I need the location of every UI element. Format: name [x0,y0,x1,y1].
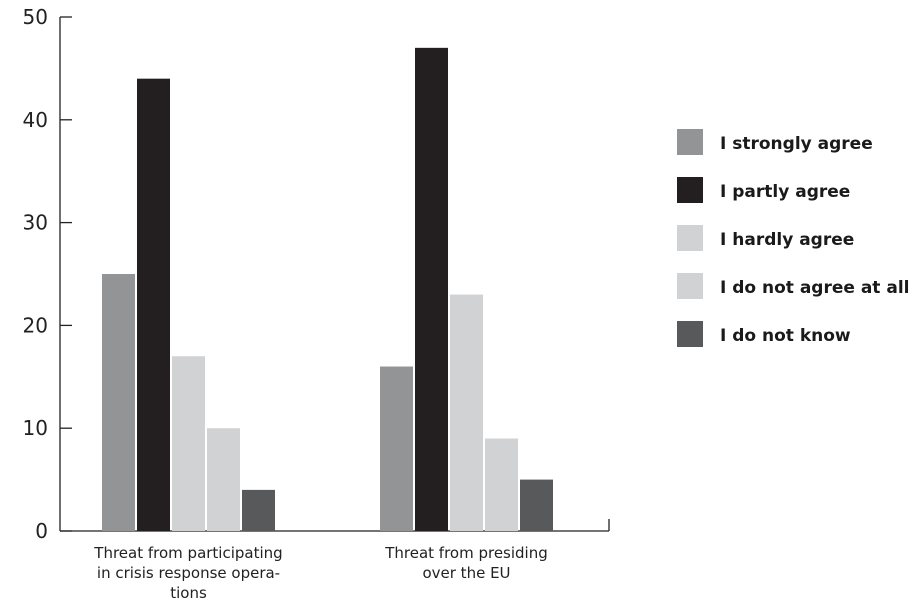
bar [242,489,275,531]
legend-swatch [677,177,703,203]
legend-swatch [677,225,703,251]
legend-label: I strongly agree [720,134,873,154]
y-axis-ticks: 0 10 20 30 40 50 [23,5,72,543]
legend-label: I do not know [720,326,851,346]
x-category-label: in crisis response opera- [97,564,280,582]
x-category-label: Threat from presiding [384,544,548,562]
bar [102,274,135,531]
y-tick-label: 0 [35,519,48,543]
y-tick-label: 40 [23,108,48,132]
bars [102,47,553,532]
bar [380,366,413,531]
bar [415,47,448,532]
legend-swatch [677,129,703,155]
legend-label: I hardly agree [720,230,854,250]
x-category-label: tions [170,584,207,602]
y-tick-label: 30 [23,211,48,235]
y-tick-label: 50 [23,5,48,29]
bar [450,294,483,531]
y-tick-label: 10 [23,416,48,440]
legend-label: I do not agree at all [720,278,909,298]
x-category-label: over the EU [422,564,510,582]
legend-swatch [677,273,703,299]
bar [520,479,553,531]
legend: I strongly agree I partly agree I hardly a… [677,129,909,347]
bar [172,356,205,531]
y-tick-label: 20 [23,313,48,337]
bar [485,438,518,531]
legend-swatch [677,321,703,347]
x-category-label: Threat from participating [93,544,282,562]
bar [137,78,170,532]
bar [207,428,240,531]
x-axis-categories: Threat from participating in crisis respo… [93,544,547,602]
legend-label: I partly agree [720,182,850,202]
